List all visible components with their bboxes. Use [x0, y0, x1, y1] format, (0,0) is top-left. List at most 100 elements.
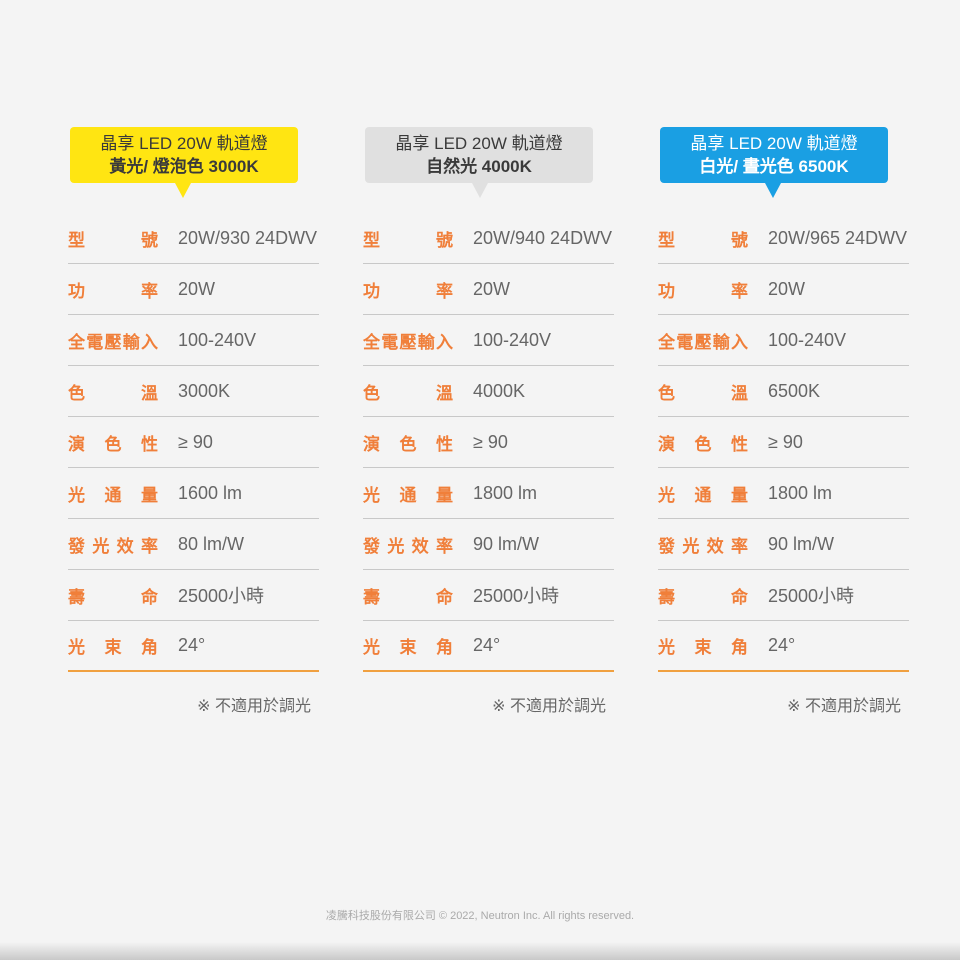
spec-row: 功率 20W	[363, 264, 614, 315]
bubble-pointer	[175, 183, 191, 198]
product-title-bubble: 晶享 LED 20W 軌道燈 自然光 4000K	[365, 127, 593, 198]
spec-row: 型號 20W/930 24DWV	[68, 213, 319, 264]
spec-label: 光通量	[363, 485, 453, 505]
spec-value: 4000K	[473, 380, 526, 401]
spec-value: 25000小時	[768, 586, 855, 606]
product-title-line1: 晶享 LED 20W 軌道燈	[690, 134, 858, 153]
spec-value: 1800 lm	[768, 482, 833, 503]
footer-copyright: 凌騰科技股份有限公司 © 2022, Neutron Inc. All righ…	[325, 910, 635, 922]
spec-value: 100-240V	[178, 329, 257, 350]
spec-value: 100-240V	[473, 329, 552, 350]
spec-row: 發光效率 80 lm/W	[68, 519, 319, 570]
spec-value: 90 lm/W	[473, 533, 540, 554]
spec-row: 色溫 4000K	[363, 366, 614, 417]
spec-value: 25000小時	[178, 586, 265, 606]
spec-row: 壽命 25000小時	[363, 570, 614, 621]
spec-value: 24°	[473, 635, 501, 655]
spec-label: 發光效率	[363, 536, 453, 556]
spec-label: 全電壓輸入	[658, 332, 748, 352]
spec-label: 型號	[363, 230, 453, 250]
spec-value: 100-240V	[768, 329, 847, 350]
spec-value: 3000K	[178, 380, 231, 401]
spec-label: 色溫	[658, 383, 748, 403]
bubble-pointer	[765, 183, 781, 198]
spec-value: 1600 lm	[178, 482, 243, 503]
spec-value: ≥ 90	[768, 431, 803, 452]
spec-row: 型號 20W/940 24DWV	[363, 213, 614, 264]
product-column: 晶享 LED 20W 軌道燈 黃光/ 燈泡色 3000K 型號 20W/930 2…	[68, 127, 319, 715]
spec-label: 光通量	[68, 485, 158, 505]
spec-row: 全電壓輸入 100-240V	[658, 315, 909, 366]
spec-value: 1800 lm	[473, 482, 538, 503]
spec-label: 功率	[363, 281, 453, 301]
spec-value: 80 lm/W	[178, 533, 245, 554]
spec-value: ≥ 90	[473, 431, 508, 452]
spec-row: 演色性 ≥ 90	[363, 417, 614, 468]
spec-row: 功率 20W	[68, 264, 319, 315]
spec-label: 全電壓輸入	[68, 332, 158, 352]
product-title-bubble: 晶享 LED 20W 軌道燈 黃光/ 燈泡色 3000K	[70, 127, 298, 198]
spec-label: 型號	[658, 230, 748, 250]
spec-value: ≥ 90	[178, 431, 213, 452]
product-title-line2: 白光/ 晝光色 6500K	[699, 157, 849, 176]
spec-value: 20W/930 24DWV	[178, 227, 318, 248]
spec-row: 演色性 ≥ 90	[68, 417, 319, 468]
spec-label: 演色性	[658, 434, 748, 454]
spec-row: 壽命 25000小時	[68, 570, 319, 621]
spec-row: 光束角 24°	[68, 621, 319, 672]
spec-value: 90 lm/W	[768, 533, 835, 554]
spec-row: 色溫 6500K	[658, 366, 909, 417]
spec-row: 色溫 3000K	[68, 366, 319, 417]
dimming-note: ※ 不適用於調光	[197, 698, 311, 715]
spec-label: 光束角	[658, 638, 748, 657]
spec-label: 壽命	[658, 587, 748, 607]
product-title-line1: 晶享 LED 20W 軌道燈	[100, 134, 268, 153]
spec-label: 壽命	[68, 587, 158, 607]
product-title-bubble: 晶享 LED 20W 軌道燈 白光/ 晝光色 6500K	[660, 127, 888, 198]
dimming-note: ※ 不適用於調光	[492, 698, 606, 715]
spec-label: 功率	[658, 281, 748, 301]
dimming-note: ※ 不適用於調光	[787, 698, 901, 715]
spec-value: 20W	[768, 278, 806, 299]
spec-row: 壽命 25000小時	[658, 570, 909, 621]
spec-row: 功率 20W	[658, 264, 909, 315]
spec-value: 24°	[768, 635, 796, 655]
spec-label: 光束角	[68, 638, 158, 657]
spec-row: 光束角 24°	[658, 621, 909, 672]
spec-label: 型號	[68, 230, 158, 250]
spec-label: 色溫	[68, 383, 158, 403]
bottom-shade	[0, 942, 960, 960]
spec-label: 光通量	[658, 485, 748, 505]
spec-label: 演色性	[68, 434, 158, 454]
product-column: 晶享 LED 20W 軌道燈 白光/ 晝光色 6500K 型號 20W/965 2…	[658, 127, 909, 715]
product-column: 晶享 LED 20W 軌道燈 自然光 4000K 型號 20W/940 24DWV…	[363, 127, 614, 715]
spec-value: 24°	[178, 635, 206, 655]
spec-label: 功率	[68, 281, 158, 301]
spec-label: 色溫	[363, 383, 453, 403]
spec-value: 20W	[473, 278, 511, 299]
spec-value: 25000小時	[473, 586, 560, 606]
spec-row: 演色性 ≥ 90	[658, 417, 909, 468]
spec-row: 光通量 1800 lm	[363, 468, 614, 519]
bubble-pointer	[472, 183, 488, 198]
spec-row: 全電壓輸入 100-240V	[363, 315, 614, 366]
spec-label: 發光效率	[68, 536, 158, 556]
spec-row: 發光效率 90 lm/W	[363, 519, 614, 570]
product-title-line1: 晶享 LED 20W 軌道燈	[395, 134, 563, 153]
product-title-line2: 黃光/ 燈泡色 3000K	[109, 157, 259, 176]
spec-value: 6500K	[768, 380, 821, 401]
spec-label: 全電壓輸入	[363, 332, 453, 352]
spec-value: 20W/965 24DWV	[768, 227, 908, 248]
spec-row: 光通量 1600 lm	[68, 468, 319, 519]
spec-value: 20W	[178, 278, 216, 299]
spec-value: 20W/940 24DWV	[473, 227, 613, 248]
spec-row: 光束角 24°	[363, 621, 614, 672]
spec-row: 型號 20W/965 24DWV	[658, 213, 909, 264]
spec-label: 壽命	[363, 587, 453, 607]
spec-label: 發光效率	[658, 536, 748, 556]
spec-row: 光通量 1800 lm	[658, 468, 909, 519]
spec-row: 發光效率 90 lm/W	[658, 519, 909, 570]
spec-label: 光束角	[363, 638, 453, 657]
spec-row: 全電壓輸入 100-240V	[68, 315, 319, 366]
spec-label: 演色性	[363, 434, 453, 454]
